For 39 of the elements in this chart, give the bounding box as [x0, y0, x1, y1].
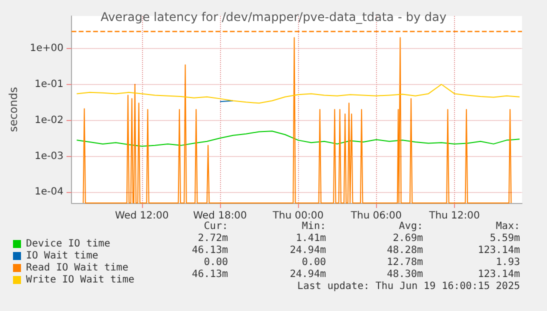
line-series [76, 130, 520, 147]
x-tick-label: Thu 00:00 [272, 210, 324, 222]
text: 12.78m [386, 257, 423, 269]
text: 0.00 [302, 257, 326, 269]
text: 46.13m [192, 269, 228, 281]
text: 48.28m [386, 245, 423, 257]
text: 46.13m [192, 245, 228, 257]
chart-title: Average latency for /dev/mapper/pve-data_tdata - by day [100, 10, 446, 24]
text: 24.94m [290, 269, 326, 281]
legend-label: Write IO Wait time [26, 274, 134, 286]
y-tick-label: 1e-03 [34, 150, 64, 162]
y-tick-label: 1e-04 [34, 186, 64, 198]
text: 1.41m [296, 233, 326, 245]
text: 48.30m [386, 269, 423, 281]
text: Max: [496, 221, 520, 233]
y-tick-label: 1e-01 [34, 78, 64, 90]
y-tick-label: 1e-02 [34, 114, 64, 126]
text: Min: [302, 221, 326, 233]
text: 2.72m [198, 233, 228, 245]
text: 2.69m [392, 233, 423, 245]
text: Last update: Thu Jun 19 16:00:15 2025 [297, 281, 520, 293]
text: 5.59m [490, 233, 520, 245]
text: 1.93 [496, 257, 520, 269]
text: Avg: [398, 221, 423, 233]
y-tick-label: 1e+00 [30, 42, 64, 54]
text: 123.14m [478, 269, 520, 281]
legend-label: Read IO Wait time [26, 262, 128, 274]
legend-label: IO Wait time [26, 250, 98, 262]
text: 24.94m [290, 245, 326, 257]
y-axis-title: seconds [7, 86, 20, 132]
x-tick-label: Wed 18:00 [193, 210, 247, 222]
text: 123.14m [478, 245, 520, 257]
text: Cur: [204, 221, 228, 233]
legend-label: Device IO time [26, 238, 110, 250]
line-series [76, 84, 520, 104]
x-tick-label: Thu 06:00 [350, 210, 402, 222]
text: 0.00 [204, 257, 228, 269]
x-tick-label: Thu 12:00 [428, 210, 480, 222]
x-tick-label: Wed 12:00 [114, 210, 169, 222]
